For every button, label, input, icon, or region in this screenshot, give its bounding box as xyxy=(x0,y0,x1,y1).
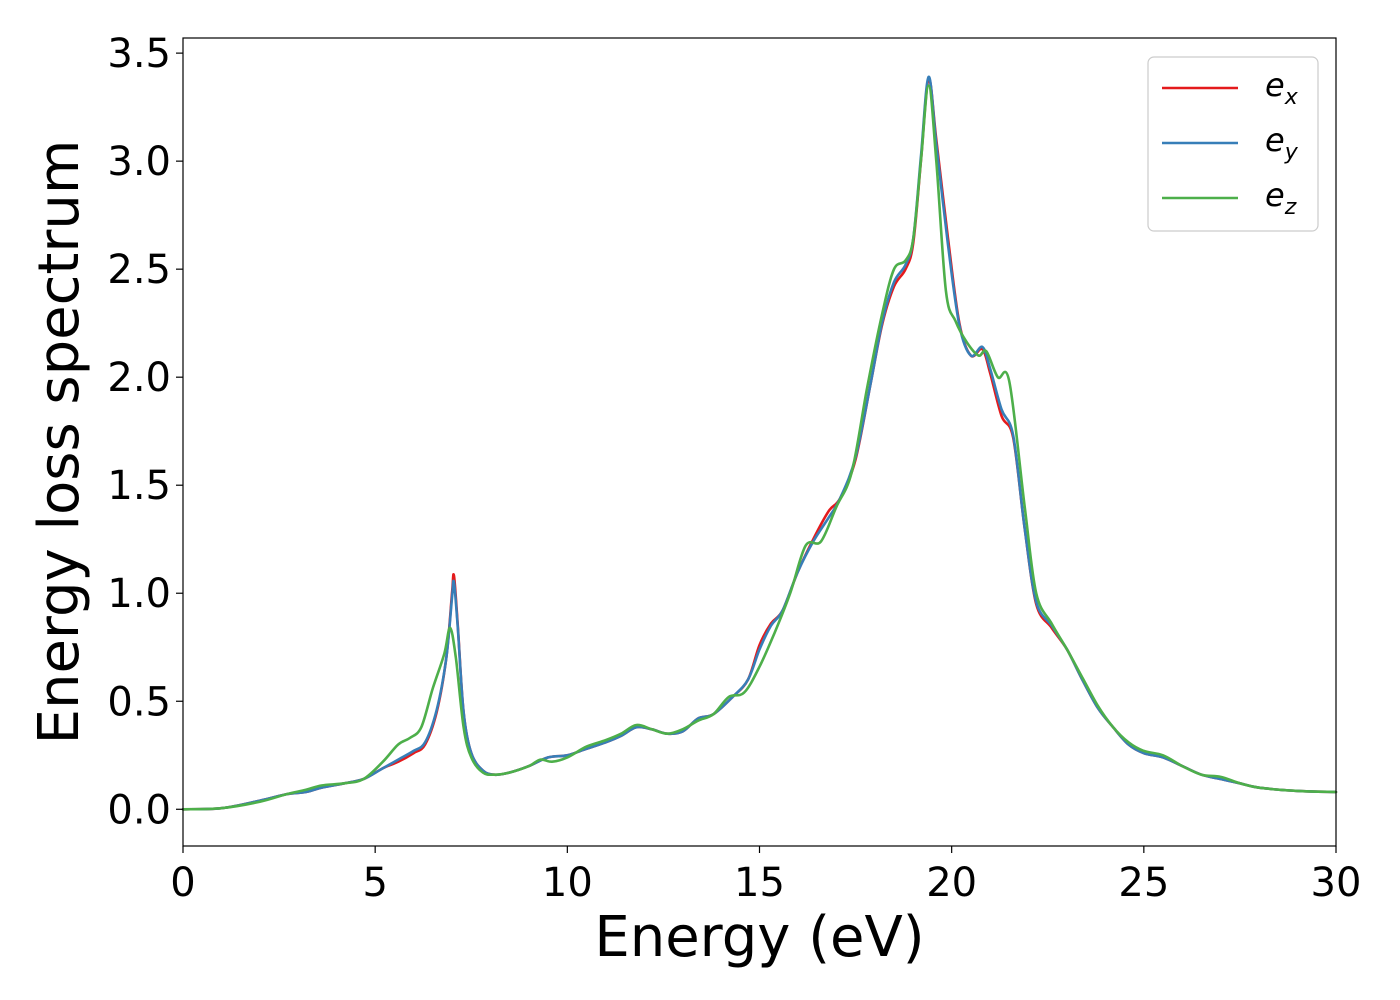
series-line-z xyxy=(181,84,1338,811)
y-tick-label: 0.5 xyxy=(107,679,171,725)
x-tick-label: 0 xyxy=(170,860,195,906)
x-tick-label: 15 xyxy=(734,860,785,906)
y-tick-label: 0.0 xyxy=(107,787,171,833)
y-tick-label: 1.5 xyxy=(107,463,171,509)
y-axis: 0.0 0.5 1.0 1.5 2.0 2.5 3.0 3.5 xyxy=(107,31,183,833)
y-tick-label: 2.0 xyxy=(107,355,171,401)
x-tick-label: 10 xyxy=(542,860,593,906)
y-tick-label: 3.0 xyxy=(107,139,171,185)
x-axis: 0 5 10 15 20 25 30 xyxy=(170,846,1361,906)
x-axis-title: Energy (eV) xyxy=(594,905,924,970)
y-tick-label: 1.0 xyxy=(107,571,171,617)
y-tick-label: 2.5 xyxy=(107,247,171,293)
x-tick-label: 30 xyxy=(1311,860,1362,906)
y-tick-label: 3.5 xyxy=(107,31,171,77)
y-axis-title: Energy loss spectrum xyxy=(27,140,92,745)
legend-label-y: ey xyxy=(1265,121,1299,165)
series-layer xyxy=(181,75,1338,811)
x-tick-label: 25 xyxy=(1118,860,1169,906)
plot-area xyxy=(183,38,1336,846)
x-tick-label: 20 xyxy=(926,860,977,906)
x-tick-label: 5 xyxy=(362,860,387,906)
